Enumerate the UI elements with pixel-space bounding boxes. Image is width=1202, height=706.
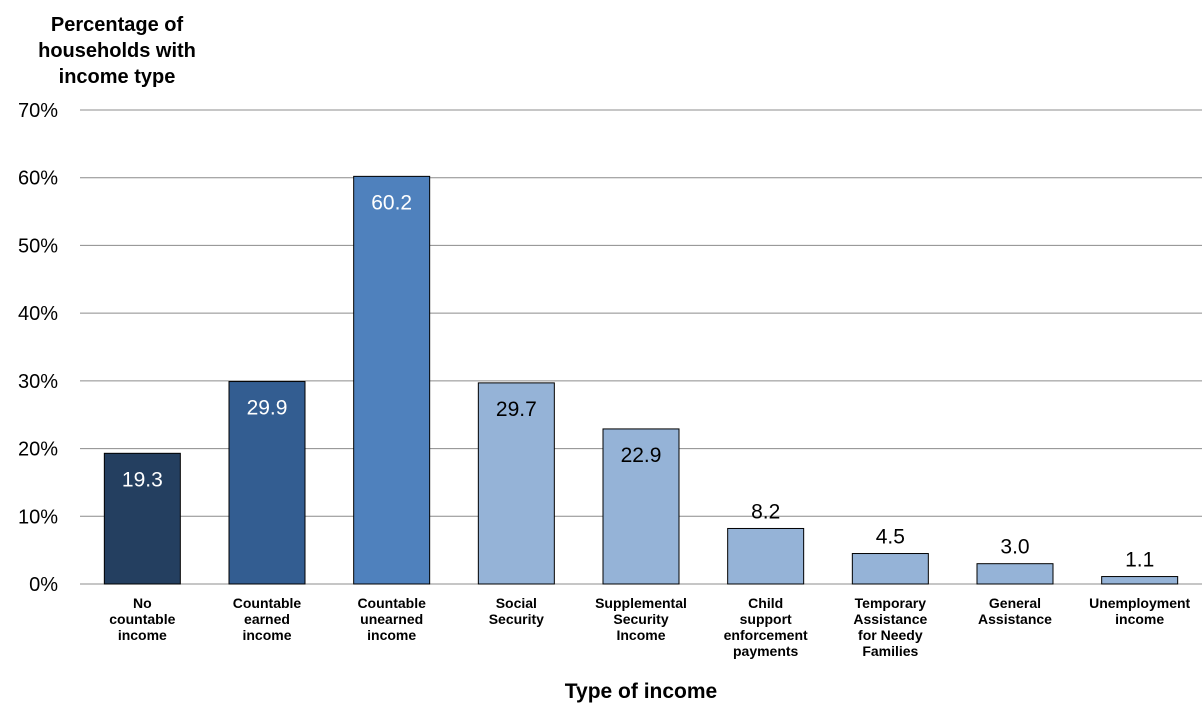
y-tick-label: 0% — [29, 574, 58, 596]
category-label-line: payments — [733, 643, 799, 659]
category-label-line: Assistance — [978, 611, 1052, 627]
category-label-line: Security — [613, 611, 668, 627]
category-label-line: No — [133, 595, 152, 611]
y-tick-label: 60% — [18, 168, 58, 190]
category-label-line: Assistance — [853, 611, 927, 627]
bar — [976, 563, 1054, 585]
y-tick-label: 40% — [18, 303, 58, 325]
category-label-line: Social — [496, 595, 537, 611]
category-label-line: countable — [109, 611, 175, 627]
category-label-line: earned — [244, 611, 290, 627]
data-label: 60.2 — [371, 191, 412, 214]
y-axis-title-line: Percentage of — [51, 14, 184, 36]
bar — [602, 428, 680, 585]
category-label-line: income — [118, 627, 167, 643]
category-label-line: General — [989, 595, 1041, 611]
y-tick-label: 10% — [18, 506, 58, 528]
category-label-line: income — [1115, 611, 1164, 627]
category-label-line: Families — [862, 643, 918, 659]
bar — [353, 175, 431, 585]
category-label-line: Countable — [357, 595, 426, 611]
bar — [727, 527, 805, 585]
category-label-line: enforcement — [724, 627, 808, 643]
category-label-line: support — [740, 611, 792, 627]
category-label-line: Security — [489, 611, 544, 627]
category-label-line: unearned — [360, 611, 423, 627]
data-label: 8.2 — [751, 500, 780, 523]
x-axis-categories: NocountableincomeCountableearnedincomeCo… — [109, 595, 1190, 659]
bar — [851, 553, 929, 585]
y-tick-label: 70% — [18, 100, 58, 122]
y-tick-label: 20% — [18, 439, 58, 461]
y-tick-label: 50% — [18, 235, 58, 257]
data-label: 29.7 — [496, 398, 537, 421]
y-tick-label: 30% — [18, 371, 58, 393]
category-label-line: Child — [748, 595, 783, 611]
bars — [103, 175, 1179, 585]
bar — [103, 452, 181, 585]
category-label-line: Unemployment — [1089, 595, 1190, 611]
data-labels: 19.3 29.9 60.2 29.7 22.9 8.2 4.5 3.0 1.1 — [122, 191, 1154, 571]
data-label: 4.5 — [876, 526, 905, 549]
bar — [477, 382, 555, 585]
data-label: 22.9 — [621, 444, 662, 467]
y-axis-title: Percentage of households with income typ… — [38, 14, 196, 88]
y-axis-title-line: households with — [38, 40, 196, 62]
y-axis-ticks: 0% 10% 20% 30% 40% 50% 60% 70% — [18, 100, 58, 596]
category-label-line: income — [367, 627, 416, 643]
category-label-line: for Needy — [858, 627, 923, 643]
category-label-line: Countable — [233, 595, 302, 611]
data-label: 3.0 — [1000, 536, 1029, 559]
category-label-line: income — [242, 627, 291, 643]
data-label: 19.3 — [122, 468, 163, 491]
y-axis-title-line: income type — [59, 66, 176, 88]
category-label-line: Temporary — [855, 595, 927, 611]
bar — [228, 381, 306, 585]
x-axis-title: Type of income — [565, 680, 717, 703]
category-label-line: Supplemental — [595, 595, 687, 611]
bar — [1101, 576, 1179, 585]
data-label: 29.9 — [247, 397, 288, 420]
data-label: 1.1 — [1125, 549, 1154, 572]
category-label-line: Income — [616, 627, 665, 643]
